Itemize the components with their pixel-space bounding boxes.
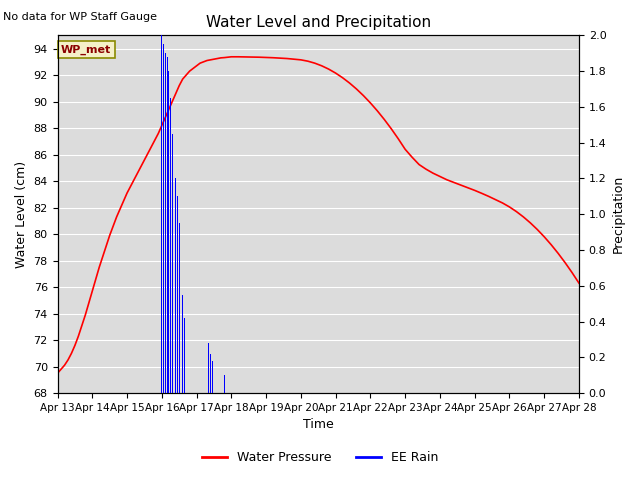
- Bar: [224, 375, 225, 393]
- Bar: [163, 44, 164, 393]
- Bar: [210, 354, 211, 393]
- X-axis label: Time: Time: [303, 419, 333, 432]
- Bar: [173, 160, 174, 393]
- Bar: [166, 62, 168, 393]
- Bar: [161, 36, 162, 393]
- Bar: [227, 383, 228, 393]
- Text: WP_met: WP_met: [61, 45, 111, 55]
- Bar: [172, 134, 173, 393]
- Bar: [179, 223, 180, 393]
- Bar: [175, 179, 176, 393]
- Bar: [182, 295, 183, 393]
- Title: Water Level and Precipitation: Water Level and Precipitation: [205, 15, 431, 30]
- Bar: [170, 98, 171, 393]
- Bar: [177, 196, 178, 393]
- Bar: [168, 71, 169, 393]
- Legend: Water Pressure, EE Rain: Water Pressure, EE Rain: [196, 446, 444, 469]
- Bar: [165, 53, 166, 393]
- Y-axis label: Precipitation: Precipitation: [612, 175, 625, 253]
- Y-axis label: Water Level (cm): Water Level (cm): [15, 161, 28, 268]
- Bar: [226, 379, 227, 393]
- Text: No data for WP Staff Gauge: No data for WP Staff Gauge: [3, 12, 157, 22]
- Bar: [184, 318, 185, 393]
- Bar: [180, 268, 181, 393]
